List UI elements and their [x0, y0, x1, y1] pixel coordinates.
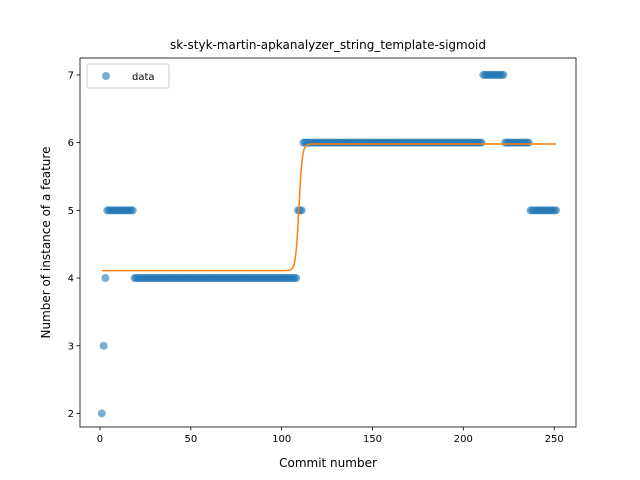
- axes-frame: [79, 57, 577, 428]
- data-point: [292, 274, 301, 283]
- x-tick-label: 0: [97, 434, 103, 445]
- data-point: [97, 409, 106, 418]
- x-tick-label: 100: [272, 434, 291, 445]
- data-point: [552, 206, 561, 215]
- data-point: [297, 206, 306, 215]
- y-tick-label: 5: [68, 206, 74, 217]
- data-point: [128, 206, 137, 215]
- data-point: [477, 138, 486, 147]
- chart-title: sk-styk-martin-apkanalyzer_string_templa…: [170, 38, 486, 52]
- legend: data: [86, 63, 170, 89]
- fit-line: [101, 143, 557, 272]
- y-tick-label: 3: [68, 341, 74, 352]
- x-tick-label: 50: [184, 434, 197, 445]
- x-tick-label: 250: [545, 434, 564, 445]
- y-axis-label: Number of instance of a feature: [39, 147, 53, 339]
- plot-area: [97, 70, 561, 418]
- x-axis-label: Commit number: [279, 456, 377, 470]
- legend-label-data: data: [132, 72, 155, 83]
- y-tick-label: 6: [68, 138, 74, 149]
- legend-box: [86, 63, 170, 89]
- data-point: [101, 274, 110, 283]
- y-tick-label: 7: [68, 70, 74, 81]
- data-point: [524, 138, 533, 147]
- y-tick-label: 4: [68, 274, 74, 285]
- y-tick-label: 2: [68, 409, 74, 420]
- legend-marker-data: [102, 72, 110, 80]
- axes: 0 50 100 150 200 250 2 3 4 5 6 7: [68, 57, 577, 445]
- data-point: [499, 70, 508, 79]
- x-tick-label: 150: [363, 434, 382, 445]
- x-tick-label: 200: [454, 434, 473, 445]
- data-point: [99, 341, 108, 350]
